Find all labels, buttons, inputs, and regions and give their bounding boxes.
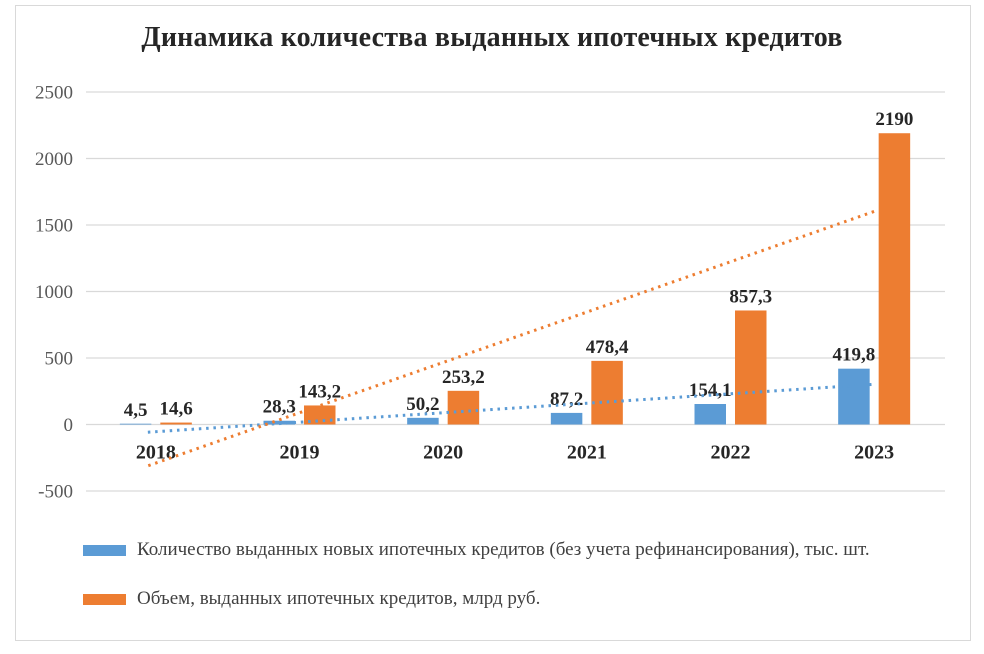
bar-value-label-volume-2018: 14,6 — [159, 399, 192, 420]
bar-volume-2018 — [160, 422, 192, 425]
chart-legend: Количество выданных новых ипотечных кред… — [83, 538, 870, 636]
y-axis-tick-label: 0 — [64, 415, 74, 436]
chart-title: Динамика количества выданных ипотечных к… — [141, 22, 843, 53]
bar-value-label-volume-2020: 253,2 — [442, 367, 485, 388]
bar-value-label-count-2020: 50,2 — [406, 394, 439, 415]
trendline-count — [147, 382, 877, 434]
x-axis-label-2021: 2021 — [567, 442, 607, 464]
x-axis-label-2018: 2018 — [136, 442, 176, 464]
bar-value-label-volume-2023: 2190 — [875, 109, 913, 130]
bar-value-label-volume-2022: 857,3 — [729, 286, 772, 307]
legend-item-volume: Объем, выданных ипотечных кредитов, млрд… — [83, 587, 870, 611]
legend-swatch-count-icon — [83, 544, 126, 556]
y-axis-tick-label: -500 — [38, 482, 73, 503]
bar-value-label-count-2019: 28,3 — [263, 397, 296, 418]
y-axis-tick-label: 2500 — [35, 83, 73, 104]
bar-volume-2019 — [304, 405, 336, 425]
bar-value-label-volume-2019: 143,2 — [298, 381, 341, 402]
bar-value-label-volume-2021: 478,4 — [586, 337, 629, 358]
bar-count-2022 — [694, 404, 726, 425]
x-axis-label-2023: 2023 — [854, 442, 894, 464]
legend-swatch-volume-icon — [83, 593, 126, 605]
bar-volume-2021 — [591, 360, 623, 425]
chart-frame — [15, 5, 971, 641]
x-axis-label-2020: 2020 — [423, 442, 463, 464]
y-axis-tick-label: 1000 — [35, 282, 73, 303]
trendline-volume — [147, 209, 877, 468]
legend-label-volume: Объем, выданных ипотечных кредитов, млрд… — [137, 588, 541, 609]
bar-volume-2020 — [447, 390, 480, 425]
bar-count-2020 — [407, 417, 439, 425]
bar-value-label-count-2021: 87,2 — [550, 389, 583, 410]
legend-label-count: Количество выданных новых ипотечных кред… — [137, 539, 870, 560]
bar-count-2023 — [838, 368, 870, 425]
bar-value-label-count-2022: 154,1 — [689, 380, 732, 401]
bar-count-2021 — [550, 412, 583, 425]
bar-volume-2022 — [735, 310, 767, 425]
legend-item-count: Количество выданных новых ипотечных кред… — [83, 538, 870, 562]
bar-value-label-count-2018: 4,5 — [124, 400, 148, 421]
x-axis-label-2019: 2019 — [280, 442, 320, 464]
bar-volume-2023 — [878, 133, 911, 425]
bar-count-2018 — [119, 423, 152, 425]
bar-value-label-count-2023: 419,8 — [833, 345, 876, 366]
y-axis-tick-label: 2000 — [35, 149, 73, 170]
x-axis-label-2022: 2022 — [711, 442, 751, 464]
y-axis-tick-label: 500 — [45, 349, 74, 370]
y-axis-tick-label: 1500 — [35, 216, 73, 237]
